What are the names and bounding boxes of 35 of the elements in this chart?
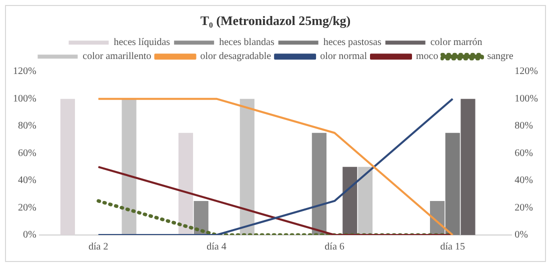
bar (312, 132, 326, 235)
legend-label: sangre (487, 51, 514, 62)
y-tick-label: 20% (18, 202, 36, 214)
bar (445, 132, 460, 235)
y-tick-label: 120% (12, 66, 36, 78)
y-tick-label: 100% (12, 93, 36, 104)
y2-tick-label: 40% (514, 175, 534, 186)
legend-label: moco (416, 51, 438, 62)
y2-tick-label: 20% (514, 202, 534, 214)
y2-tick-label: 60% (514, 148, 534, 159)
y2-tick-label: 0% (514, 230, 528, 241)
chart-title: T₀ (Metronidazol 25mg/kg) (200, 13, 351, 28)
legend-label: heces blandas (219, 37, 274, 48)
bar (342, 166, 358, 235)
bar (194, 200, 208, 235)
x-tick-label: día 6 (324, 242, 344, 253)
y2-tick-label: 120% (514, 66, 538, 78)
legend-label: color marrón (430, 37, 482, 48)
bar (460, 98, 476, 235)
y2-tick-label: 100% (514, 93, 538, 104)
legend-label: olor desagradable (200, 51, 272, 62)
y-tick-label: 40% (18, 175, 36, 186)
x-tick-label: día 4 (206, 242, 226, 253)
y-tick-label: 60% (18, 148, 36, 159)
bar (60, 98, 75, 235)
bar (178, 132, 194, 235)
legend-label: olor normal (320, 51, 368, 62)
x-tick-label: día 15 (440, 242, 465, 253)
x-tick-label: día 2 (88, 242, 108, 253)
legend-label: color amarillento (82, 51, 152, 62)
legend-label: heces pastosas (323, 37, 382, 48)
legend-label: heces líquidas (114, 37, 170, 48)
y-tick-label: 0% (22, 230, 36, 241)
y2-tick-label: 80% (514, 120, 534, 132)
y-tick-label: 80% (18, 120, 36, 132)
